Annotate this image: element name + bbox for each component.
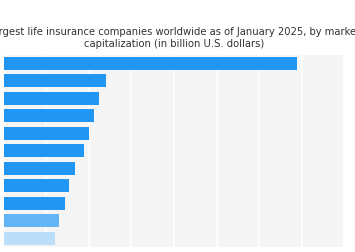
Bar bbox=[4, 127, 89, 140]
Bar bbox=[4, 75, 106, 88]
Bar bbox=[4, 232, 55, 245]
Title: Largest life insurance companies worldwide as of January 2025, by market
capital: Largest life insurance companies worldwi… bbox=[0, 27, 355, 49]
Bar bbox=[4, 145, 84, 158]
Bar bbox=[4, 197, 65, 210]
Bar bbox=[4, 162, 75, 175]
Bar bbox=[4, 58, 297, 71]
Bar bbox=[4, 179, 69, 193]
Bar bbox=[4, 214, 59, 227]
Bar bbox=[4, 110, 94, 123]
Bar bbox=[4, 92, 99, 106]
